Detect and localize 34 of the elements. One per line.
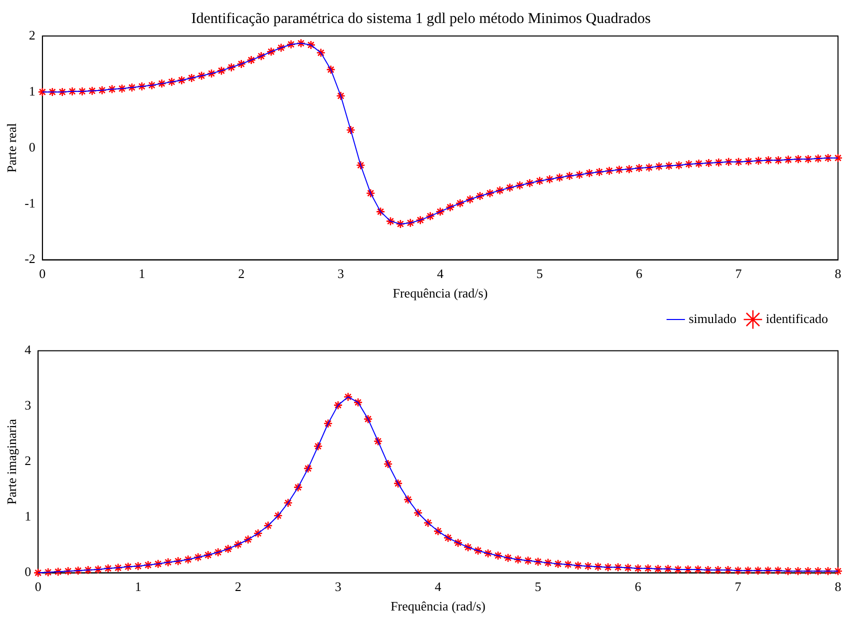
y-tick-label: -2 [24, 251, 36, 266]
y-axis-title: Parte imaginaria [4, 418, 20, 505]
x-tick-label: 1 [134, 579, 142, 594]
x-tick-label: 2 [234, 579, 242, 594]
x-tick-label: 8 [834, 579, 842, 594]
y-tick-label: -1 [24, 195, 36, 210]
y-tick-label: 2 [24, 453, 32, 468]
y-axis-title: Parte real [4, 122, 20, 173]
x-tick-label: 3 [334, 579, 342, 594]
x-tick-label: 7 [735, 266, 742, 282]
y-tick-label: 0 [28, 139, 36, 154]
y-tick-label: 0 [24, 564, 32, 580]
y-tick-label: 3 [24, 398, 32, 413]
y-tick-label: 1 [24, 508, 32, 524]
x-tick-label: 4 [436, 266, 444, 282]
chart-title: Identificação paramétrica do sistema 1 gdl pelo método Minimos Quadrados [191, 10, 651, 27]
y-tick-label: 4 [24, 342, 32, 358]
x-tick-label: 1 [138, 266, 146, 282]
x-axis-title: Frequência (rad/s) [390, 598, 486, 614]
legend-label: simulado [688, 310, 736, 326]
x-tick-label: 4 [434, 579, 442, 594]
y-tick-label: 1 [28, 83, 36, 98]
x-tick-label: 5 [536, 266, 543, 282]
x-tick-label: 8 [834, 266, 842, 282]
x-tick-label: 6 [634, 579, 642, 594]
x-tick-label: 5 [534, 579, 542, 594]
x-tick-label: 2 [238, 266, 245, 282]
y-tick-label: 2 [28, 27, 36, 42]
x-axis-title: Frequência (rad/s) [392, 286, 488, 301]
legend-label: identificado [766, 310, 828, 326]
x-tick-label: 7 [734, 579, 742, 594]
x-tick-label: 6 [636, 266, 643, 282]
x-tick-label: 0 [39, 266, 46, 282]
x-tick-label: 3 [338, 266, 344, 282]
